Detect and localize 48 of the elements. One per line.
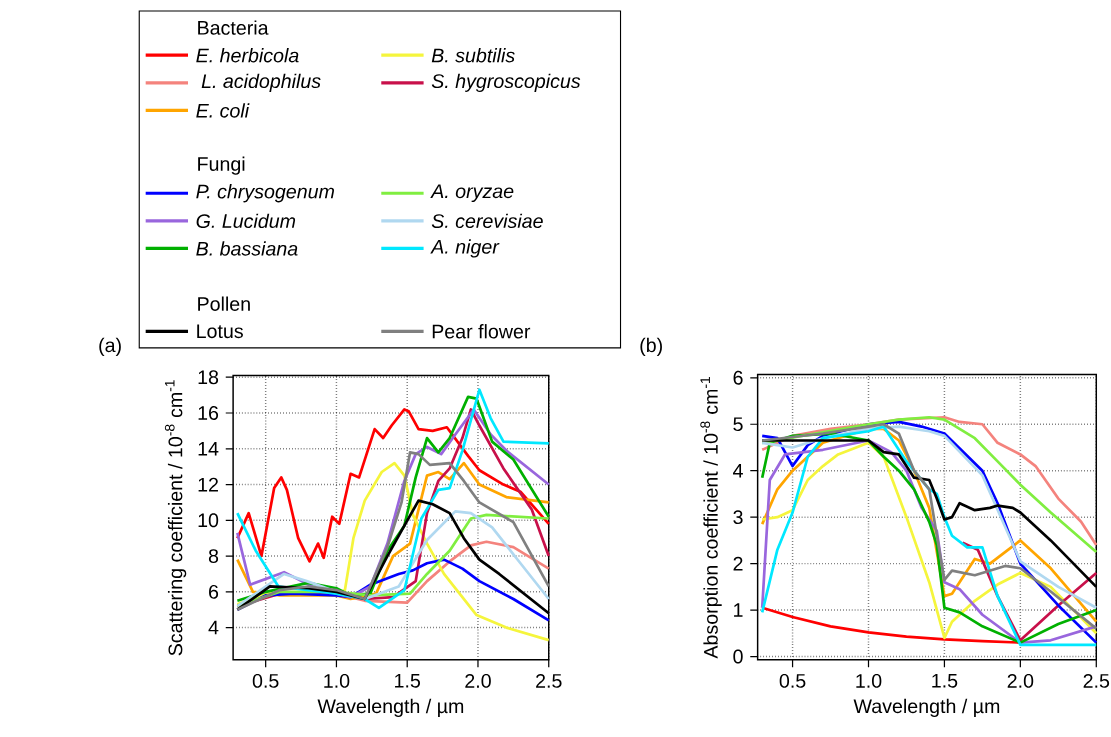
x-tick-label: 2.0	[1007, 673, 1034, 688]
y-tick-label: 4	[208, 620, 219, 635]
y-tick-label: 8	[208, 549, 219, 563]
x-tick-label: 1.0	[324, 673, 350, 688]
x-tick-label: 1.5	[395, 673, 421, 688]
y-tick-label: 1	[734, 603, 743, 617]
chart-title: (a)	[99, 337, 121, 357]
y-tick-label: 3	[733, 510, 743, 525]
y-tick-label: 18	[198, 370, 219, 385]
legend-label: Pear flower	[432, 324, 531, 339]
legend-label: A. oryzae	[430, 184, 514, 202]
x-axis-title: Wavelength / µm	[853, 698, 1000, 717]
y-axis-title: Scattering coefficient / 10$^{-8}$ cm$^{-1}$	[164, 380, 187, 656]
y-tick-label: 6	[733, 370, 743, 385]
y-tick-label: 16	[198, 406, 219, 420]
legend-label: S. hygroscopicus	[431, 73, 581, 92]
legend-label: E. herbicola	[196, 47, 299, 63]
y-axis-title: Absorption coefficient / 10$^{-8}$ cm$^{-1}$	[700, 376, 722, 659]
x-tick-label: 0.5	[252, 673, 279, 688]
legend-label: S. cerevisiae	[431, 213, 543, 229]
x-tick-label: 1.0	[856, 673, 882, 688]
y-tick-label: 14	[198, 441, 219, 456]
legend-label: B. subtilis	[431, 47, 515, 63]
text: Bacteria	[198, 20, 269, 35]
legend-label: A. niger	[430, 239, 500, 258]
x-tick-label: 2.0	[465, 673, 491, 688]
y-tick-label: 12	[198, 477, 218, 492]
x-tick-label: 0.5	[779, 673, 806, 688]
y-tick-label: 4	[733, 463, 743, 478]
y-tick-label: 5	[733, 417, 743, 432]
y-tick-label: 2	[733, 556, 743, 571]
text: Pollen	[198, 296, 250, 311]
x-axis-title: Wavelength / µm	[317, 698, 464, 717]
y-tick-label: 0	[733, 649, 743, 664]
legend-label: Lotus	[197, 324, 243, 339]
legend-label: P. chrysogenum	[196, 184, 334, 203]
y-tick-label: 6	[209, 584, 219, 599]
x-tick-label: 1.5	[932, 673, 958, 688]
legend-label: B. bassiana	[196, 241, 298, 256]
x-tick-label: 2.5	[536, 673, 562, 688]
chart-title: (b)	[640, 337, 662, 357]
y-tick-label: 10	[198, 513, 219, 528]
legend-label: E. coli	[196, 103, 250, 118]
line-series	[236, 408, 551, 563]
x-tick-label: 2.5	[1083, 673, 1110, 688]
text: Fungi	[198, 156, 245, 175]
legend-label: G. Lucidum	[196, 213, 296, 228]
legend-label: L. acidophilus	[201, 73, 321, 92]
